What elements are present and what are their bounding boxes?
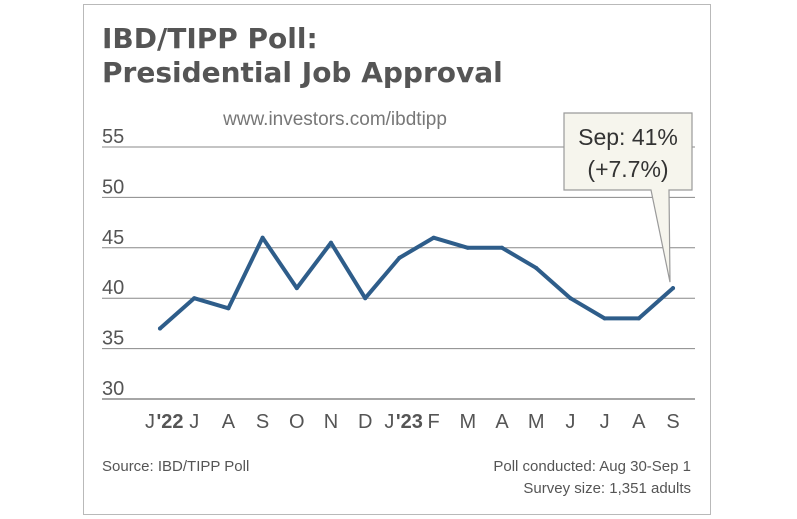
data-point [192,296,197,301]
source-note: Source: IBD/TIPP Poll [102,458,250,475]
x-tick-label: J [145,411,155,433]
series-line [158,235,675,331]
year-label: '22 [156,411,183,433]
sep-callout: Sep: 41% (+7.7%) [563,112,693,283]
x-tick-label: A [632,411,646,433]
data-point [260,235,265,240]
title-line: IBD/TIPP Poll: [102,22,318,55]
callout-value: Sep: 41% [578,124,678,150]
subtitle-line: Presidential Job Approval [102,56,503,89]
approval-series [158,235,675,331]
x-axis-labels: J '22 J A S O N D J '23 F M A M J J A S [145,411,680,433]
data-point [294,286,299,291]
y-tick-label: 50 [102,176,124,198]
poll-meta: Poll conducted: Aug 30-Sep 1 Survey size… [493,456,691,500]
data-point [226,306,231,311]
year-label: '23 [396,411,423,433]
x-tick-label: S [256,411,269,433]
data-point [500,245,504,250]
data-point [602,316,607,321]
chart-title: IBD/TIPP Poll: Presidential Job Approval [102,22,503,90]
x-tick-label: J [600,411,610,433]
watermark-url: www.investors.com/ibdtipp [222,109,447,130]
poll-conducted: Poll conducted: Aug 30-Sep 1 [493,458,691,475]
callout-change: (+7.7%) [587,156,668,182]
x-tick-label: A [222,411,236,433]
x-tick-label: J [384,411,394,433]
x-tick-label: A [495,411,509,433]
x-tick-label: N [324,411,338,433]
x-tick-label: M [459,411,476,433]
y-tick-label: 40 [102,277,124,299]
x-tick-label: J [565,411,575,433]
data-point [158,326,162,331]
callout-box [563,112,693,283]
survey-size: Survey size: 1,351 adults [523,480,691,497]
x-tick-label: O [289,411,305,433]
data-point [329,240,333,245]
y-axis-labels: 30 35 40 45 50 55 [102,126,124,400]
data-point [465,245,470,250]
y-tick-label: 55 [102,126,124,148]
data-point [636,316,641,321]
data-point [534,265,539,270]
y-tick-label: 30 [102,378,124,400]
x-tick-label: J [189,411,199,433]
x-tick-label: M [528,411,545,433]
y-tick-label: 45 [102,227,124,249]
data-point [363,296,368,301]
data-point [568,296,573,301]
x-tick-label: F [427,411,439,433]
x-tick-label: S [666,411,679,433]
data-point [431,235,436,240]
x-tick-label: D [358,411,372,433]
data-point [397,255,402,260]
y-tick-label: 35 [102,328,124,350]
data-point [671,286,675,291]
